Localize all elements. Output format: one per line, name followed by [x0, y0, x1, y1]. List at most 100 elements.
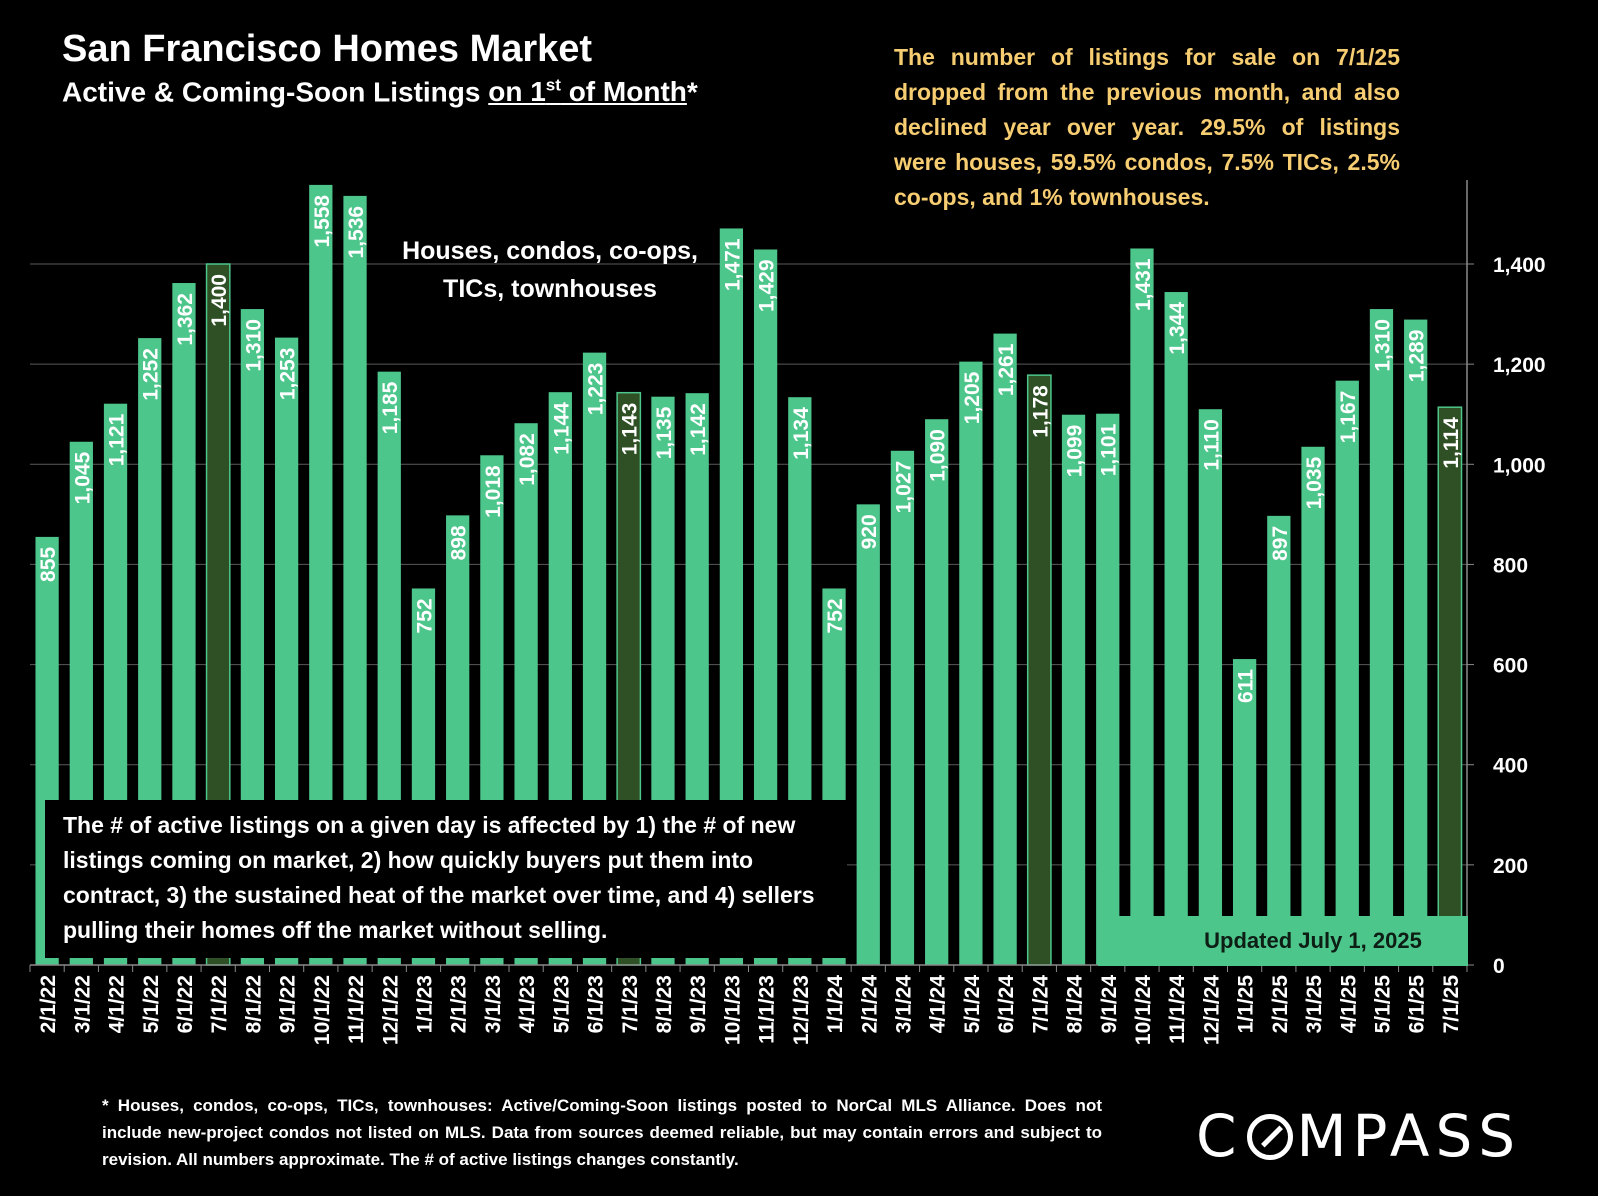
value-label-11/1/22: 1,536 [345, 206, 368, 259]
value-label-2/1/22: 855 [37, 547, 60, 582]
bar-11/1/24 [1164, 292, 1188, 965]
value-label-11/1/24: 1,344 [1166, 302, 1189, 355]
x-tick-1/1/25: 1/1/25 [1235, 975, 1258, 1034]
value-label-3/1/22: 1,045 [71, 451, 94, 504]
subtitle-asterisk: * [686, 76, 698, 108]
x-tick-11/1/24: 11/1/24 [1166, 975, 1189, 1044]
x-tick-4/1/23: 4/1/23 [516, 975, 539, 1033]
value-label-9/1/23: 1,142 [687, 403, 710, 456]
value-label-11/1/23: 1,429 [756, 259, 779, 312]
value-label-3/1/23: 1,018 [482, 465, 505, 518]
bar-11/1/23 [753, 249, 778, 966]
subtitle-superscript: st [545, 76, 561, 95]
x-tick-9/1/22: 9/1/22 [277, 975, 300, 1033]
bar-6/1/22 [172, 283, 196, 966]
bar-7/1/25 [1437, 406, 1463, 966]
x-tick-7/1/24: 7/1/24 [1029, 975, 1052, 1034]
x-tick-2/1/23: 2/1/23 [448, 975, 471, 1033]
x-tick-4/1/25: 4/1/25 [1337, 975, 1360, 1034]
value-label-4/1/23: 1,082 [516, 433, 539, 486]
x-tick-11/1/23: 11/1/23 [756, 975, 779, 1044]
logo-circle-mark [1246, 1114, 1293, 1160]
x-tick-1/1/23: 1/1/23 [413, 975, 436, 1033]
page-title: San Francisco Homes Market [62, 28, 593, 70]
x-tick-11/1/22: 11/1/22 [345, 975, 368, 1044]
bar-2/1/25 [1267, 515, 1291, 965]
x-tick-4/1/24: 4/1/24 [927, 975, 950, 1034]
updated-badge: Updated July 1, 2025 [1098, 916, 1468, 966]
value-label-12/1/23: 1,134 [790, 407, 813, 460]
value-label-6/1/22: 1,362 [174, 293, 197, 346]
bar-3/1/24 [890, 450, 915, 965]
headline-note: The number of listings for sale on 7/1/2… [894, 44, 1400, 210]
value-label-8/1/22: 1,310 [242, 319, 265, 372]
y-tick-label-1400: 1,400 [1493, 254, 1546, 277]
x-tick-8/1/24: 8/1/24 [1064, 975, 1087, 1034]
value-label-8/1/24: 1,099 [1064, 425, 1087, 478]
series-label-line-1: Houses, condos, co-ops, [402, 237, 698, 265]
value-label-9/1/22: 1,253 [277, 348, 300, 401]
bar-10/1/22 [309, 184, 333, 965]
y-tick-label-0: 0 [1493, 955, 1505, 978]
x-tick-3/1/22: 3/1/22 [71, 975, 94, 1033]
value-label-10/1/24: 1,431 [1132, 258, 1155, 311]
bar-7/1/24 [1026, 374, 1052, 966]
value-label-5/1/24: 1,205 [961, 371, 984, 424]
value-label-9/1/24: 1,101 [1098, 423, 1121, 476]
bar-8/1/24 [1061, 414, 1086, 966]
x-tick-10/1/22: 10/1/22 [311, 975, 334, 1045]
x-tick-6/1/25: 6/1/25 [1406, 975, 1429, 1034]
bar-5/1/24 [959, 361, 983, 965]
subtitle-underlined-start: on 1 [488, 76, 546, 108]
bar-5/1/25 [1369, 309, 1394, 965]
bar-6/1/25 [1404, 319, 1428, 965]
logo-text-start: C [1196, 1102, 1243, 1170]
x-tick-5/1/25: 5/1/25 [1371, 975, 1394, 1034]
bar-10/1/23 [719, 228, 744, 965]
value-label-12/1/24: 1,110 [1200, 419, 1223, 470]
bar-2/1/24 [856, 504, 880, 965]
series-label-line-2: TICs, townhouses [443, 275, 657, 303]
x-tick-4/1/22: 4/1/22 [106, 975, 129, 1033]
x-tick-10/1/23: 10/1/23 [721, 975, 744, 1045]
series-label: Houses, condos, co-ops, TICs, townhouses [380, 232, 720, 308]
subtitle-underlined: on 1st of Month [488, 76, 687, 107]
x-tick-6/1/22: 6/1/22 [174, 975, 197, 1033]
y-tick-label-800: 800 [1493, 554, 1528, 577]
x-tick-7/1/22: 7/1/22 [208, 975, 231, 1033]
value-label-4/1/25: 1,167 [1337, 391, 1360, 444]
value-label-3/1/24: 1,027 [892, 461, 915, 514]
bar-12/1/24 [1198, 409, 1223, 965]
y-tick-labels: 0 200 400 600 800 1,000 1,200 1,400 [1493, 254, 1546, 978]
x-tick-6/1/24: 6/1/24 [995, 975, 1018, 1034]
x-tick-9/1/23: 9/1/23 [687, 975, 710, 1033]
x-tick-8/1/23: 8/1/23 [653, 975, 676, 1033]
value-label-3/1/25: 1,035 [1303, 456, 1326, 509]
x-tick-3/1/24: 3/1/24 [892, 975, 915, 1034]
x-tick-labels: 2/1/22 3/1/22 4/1/22 5/1/22 6/1/22 7/1/22 8/1/… [37, 975, 1463, 1045]
value-label-4/1/24: 1,090 [927, 429, 950, 482]
bar-4/1/24 [925, 419, 949, 965]
x-tick-3/1/25: 3/1/25 [1303, 975, 1326, 1034]
value-label-7/1/22: 1,400 [208, 274, 231, 327]
page-subtitle: Active & Coming-Soon Listings on 1st of … [62, 76, 698, 108]
value-label-8/1/23: 1,135 [653, 406, 676, 459]
bar-4/1/25 [1335, 380, 1359, 965]
x-tick-1/1/24: 1/1/24 [824, 975, 847, 1034]
value-label-5/1/23: 1,144 [550, 402, 573, 455]
y-tick-label-1200: 1,200 [1493, 354, 1546, 377]
value-label-2/1/23: 898 [448, 525, 471, 560]
value-label-7/1/24: 1,178 [1029, 385, 1052, 438]
value-label-1/1/24: 752 [824, 598, 847, 633]
bar-9/1/24 [1096, 413, 1120, 965]
value-label-1/1/23: 752 [413, 598, 436, 633]
x-tick-12/1/24: 12/1/24 [1200, 975, 1223, 1045]
y-tick-label-400: 400 [1493, 755, 1528, 778]
explanation-box: The # of active listings on a given day … [45, 800, 847, 958]
value-label-10/1/22: 1,558 [311, 195, 334, 248]
x-tick-5/1/24: 5/1/24 [961, 975, 984, 1034]
x-tick-9/1/24: 9/1/24 [1098, 975, 1121, 1034]
value-label-2/1/24: 920 [858, 514, 881, 549]
value-label-7/1/25: 1,114 [1440, 417, 1463, 469]
x-tick-8/1/22: 8/1/22 [242, 975, 265, 1033]
